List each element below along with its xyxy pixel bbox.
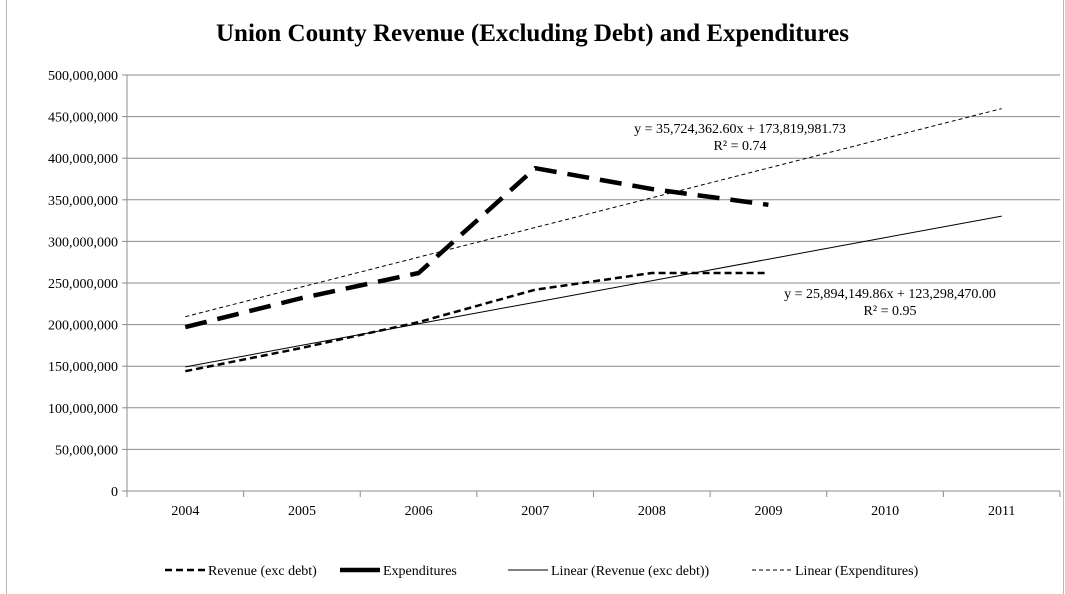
legend-label: Expenditures [383,564,457,579]
y-tick-label: 100,000,000 [48,402,118,417]
x-tick-label: 2011 [988,504,1015,519]
x-tick-label: 2008 [638,504,666,519]
y-tick-label: 450,000,000 [48,111,118,126]
x-tick-label: 2005 [288,504,316,519]
y-tick-label: 400,000,000 [48,152,118,167]
x-tick-label: 2007 [521,504,549,519]
x-tick-label: 2004 [171,504,199,519]
chart-frame [6,0,1064,594]
y-tick-label: 350,000,000 [48,194,118,209]
y-tick-label: 300,000,000 [48,235,118,250]
y-tick-label: 50,000,000 [55,443,118,458]
chart-title: Union County Revenue (Excluding Debt) an… [216,20,849,47]
x-tick-label: 2009 [754,504,782,519]
legend-label: Linear (Expenditures) [795,564,919,579]
legend-label: Revenue (exc debt) [208,564,317,579]
series-line-1 [184,165,769,330]
y-tick-label: 0 [111,485,118,500]
y-tick-label: 500,000,000 [48,69,118,84]
x-tick-label: 2006 [405,504,433,519]
trendline-r-squared: R² = 0.74 [714,139,767,154]
y-tick-label: 200,000,000 [48,319,118,334]
trendline-equation: y = 35,724,362.60x + 173,819,981.73 [634,122,846,137]
legend-label: Linear (Revenue (exc debt)) [551,564,710,579]
series-line-0 [185,271,769,373]
y-tick-label: 250,000,000 [48,277,118,292]
trendline-r-squared: R² = 0.95 [864,304,917,319]
series-line-2 [185,215,1002,368]
series-line-3 [185,108,1002,318]
y-tick-label: 150,000,000 [48,360,118,375]
trendline-equation: y = 25,894,149.86x + 123,298,470.00 [784,287,996,302]
x-tick-label: 2010 [871,504,899,519]
